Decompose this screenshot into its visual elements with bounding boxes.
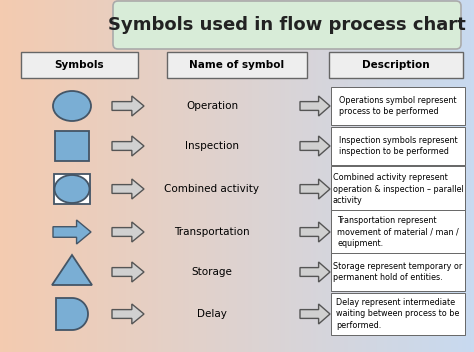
FancyBboxPatch shape: [113, 1, 461, 49]
Polygon shape: [300, 179, 330, 199]
Ellipse shape: [53, 91, 91, 121]
Polygon shape: [300, 304, 330, 324]
Bar: [331, 166, 465, 212]
Text: Transportation: Transportation: [174, 227, 250, 237]
Bar: [331, 293, 465, 335]
Polygon shape: [53, 220, 91, 244]
Polygon shape: [52, 255, 92, 285]
Polygon shape: [300, 262, 330, 282]
Bar: [331, 253, 465, 291]
Polygon shape: [112, 222, 144, 242]
Text: Symbols used in flow process chart: Symbols used in flow process chart: [108, 16, 466, 34]
Text: Delay: Delay: [197, 309, 227, 319]
Bar: [331, 87, 465, 125]
Polygon shape: [300, 96, 330, 116]
Polygon shape: [300, 222, 330, 242]
Text: Description: Description: [362, 60, 430, 70]
Text: Inspection symbols represent
inspection to be performed: Inspection symbols represent inspection …: [339, 136, 457, 156]
Text: Operation: Operation: [186, 101, 238, 111]
Polygon shape: [112, 179, 144, 199]
Polygon shape: [56, 298, 88, 330]
Polygon shape: [112, 262, 144, 282]
Polygon shape: [112, 304, 144, 324]
Text: Transportation represent
movement of material / man /
equipment.: Transportation represent movement of mat…: [337, 216, 459, 248]
FancyBboxPatch shape: [329, 52, 463, 78]
FancyBboxPatch shape: [167, 52, 307, 78]
Bar: [331, 127, 465, 165]
Text: Storage represent temporary or
permanent hold of entities.: Storage represent temporary or permanent…: [333, 262, 463, 282]
Text: Symbols: Symbols: [54, 60, 104, 70]
Ellipse shape: [55, 175, 90, 203]
Text: Name of symbol: Name of symbol: [190, 60, 284, 70]
Polygon shape: [112, 96, 144, 116]
FancyBboxPatch shape: [21, 52, 138, 78]
Polygon shape: [300, 136, 330, 156]
Bar: [54, 174, 90, 204]
Bar: [331, 209, 465, 254]
Text: Inspection: Inspection: [185, 141, 239, 151]
Text: Combined activity: Combined activity: [164, 184, 259, 194]
Bar: [55, 131, 89, 161]
Text: Delay represent intermediate
waiting between process to be
performed.: Delay represent intermediate waiting bet…: [337, 298, 460, 330]
Text: Operations symbol represent
process to be performed: Operations symbol represent process to b…: [339, 96, 457, 117]
Text: Combined activity represent
operation & inspection – parallel
activity: Combined activity represent operation & …: [333, 173, 464, 205]
Polygon shape: [112, 136, 144, 156]
Text: Storage: Storage: [191, 267, 232, 277]
